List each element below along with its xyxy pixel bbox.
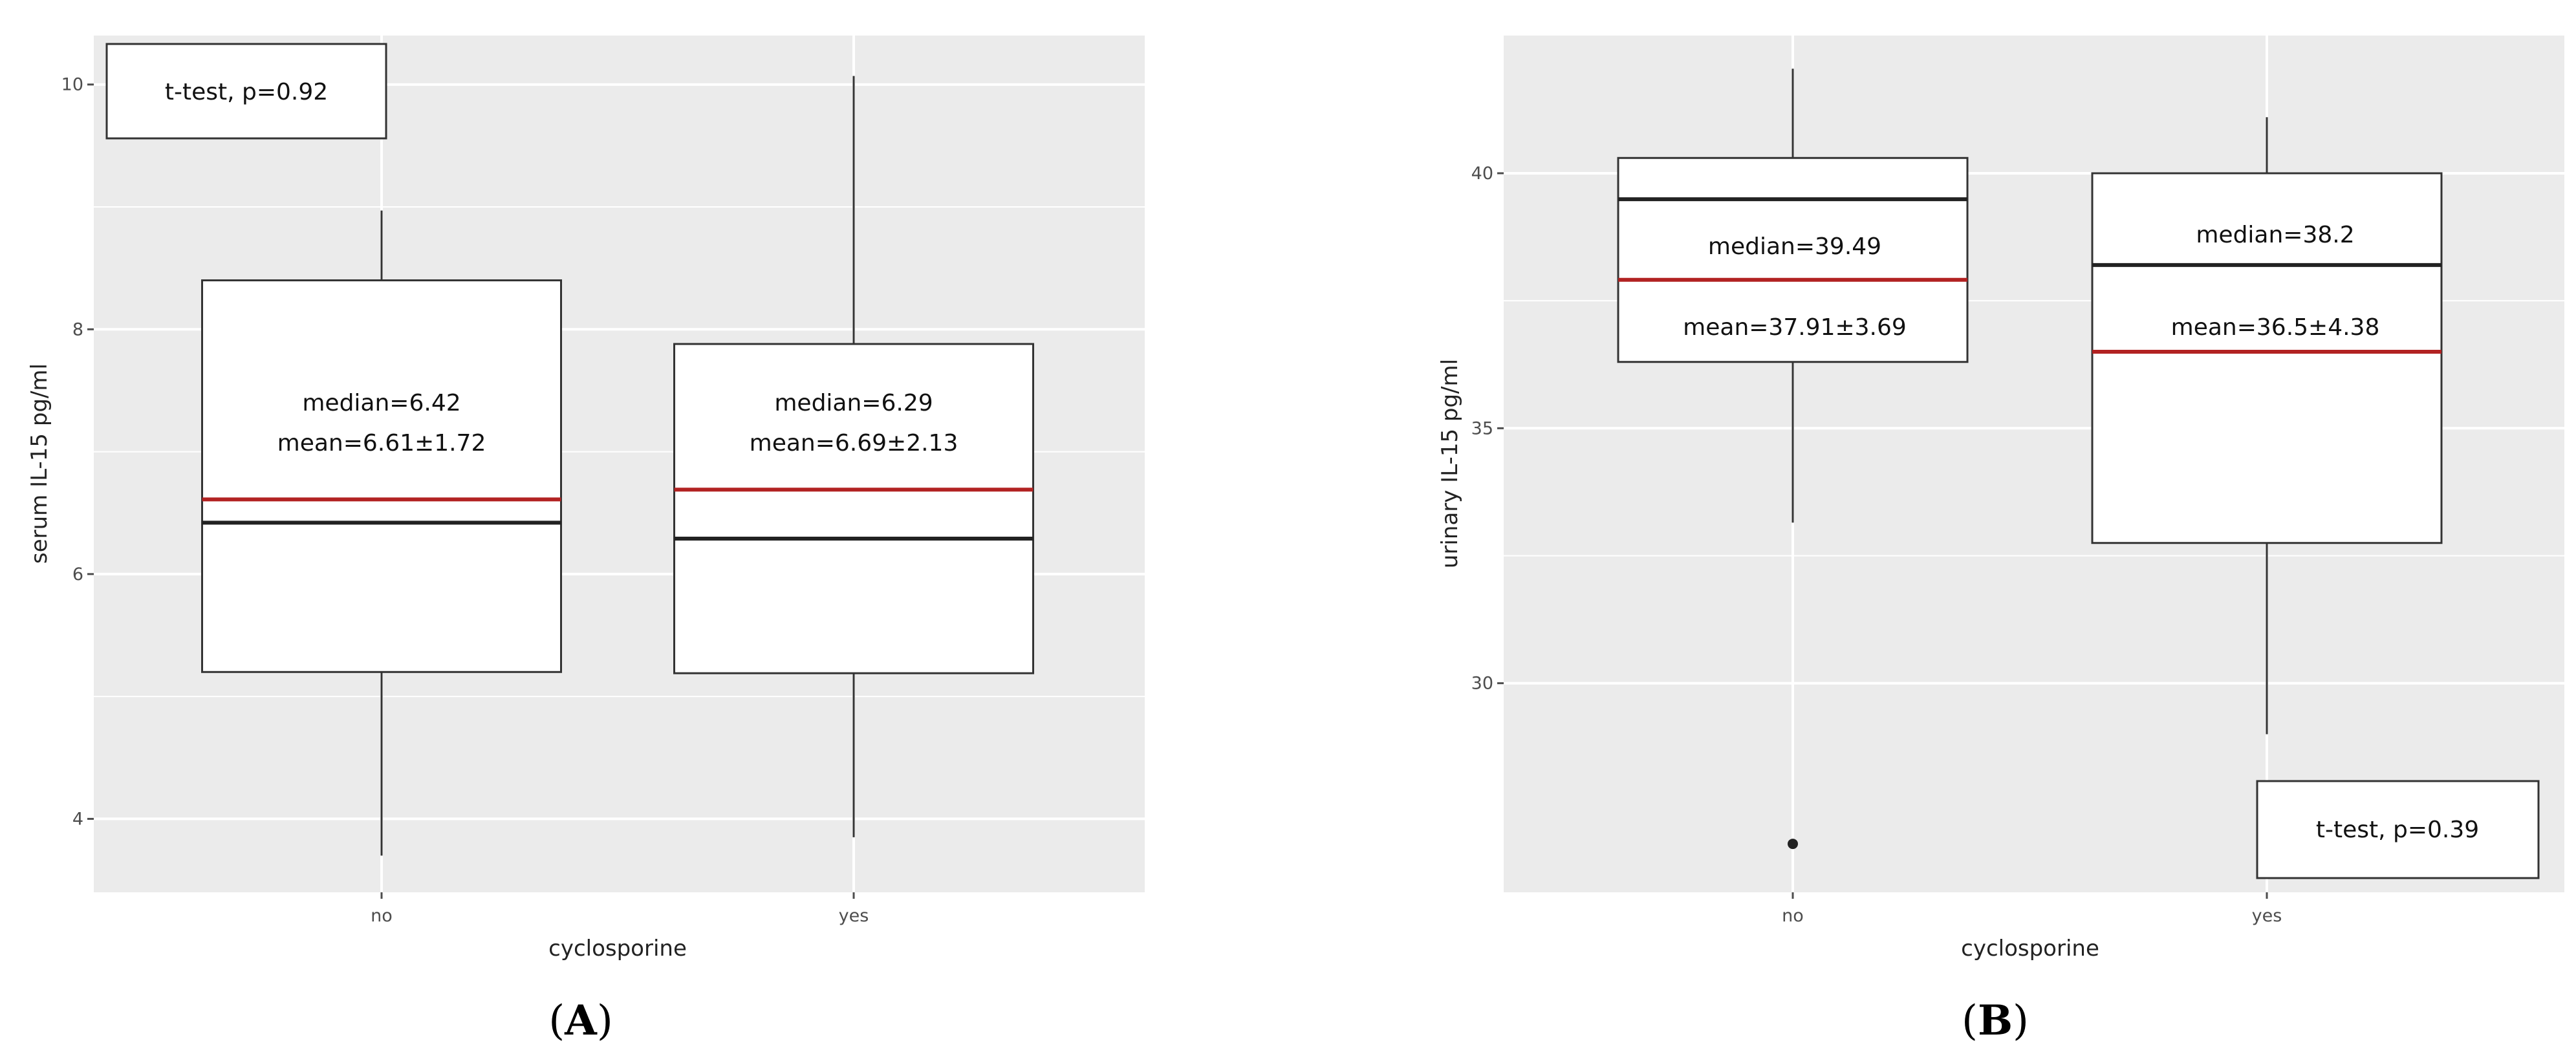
panel-a-label: (A) <box>548 996 613 1045</box>
panel-b-x-ticks: no yes <box>1782 892 2282 926</box>
panel-b-y-tick-label: 35 <box>1471 418 1493 438</box>
panel-a-y-ticks: 4 6 8 10 <box>61 75 94 829</box>
panel-b: 30 35 40 no yes median=39.49 mean=37.91±3.6… <box>1437 36 2564 1045</box>
panel-a-box-yes-median-label: median=6.29 <box>774 390 933 416</box>
panel-a-y-tick-label: 6 <box>72 564 83 585</box>
panel-b-x-tick-label-yes: yes <box>2252 906 2282 926</box>
panel-a-y-axis-title: serum IL-15 pg/ml <box>27 363 52 564</box>
panel-b-y-tick-label: 40 <box>1471 164 1493 184</box>
panel-b-y-axis-title: urinary IL-15 pg/ml <box>1437 359 1463 568</box>
panel-b-y-tick-label: 30 <box>1471 674 1493 694</box>
panel-b-ttest-box <box>2256 780 2540 879</box>
panel-a-x-axis-title: cyclosporine <box>548 936 687 961</box>
panel-a-y-tick-label: 8 <box>72 319 83 339</box>
panel-a-box-no-mean-label: mean=6.61±1.72 <box>277 430 486 456</box>
panel-a-letter: A <box>564 996 598 1045</box>
panel-a: 4 6 8 10 no yes t-test, p=0.92 median=6.42 m… <box>27 36 1145 1045</box>
panel-a-box-yes-mean-label: mean=6.69±2.13 <box>750 430 958 456</box>
panel-a-box-yes-iqr <box>673 343 1034 674</box>
panel-a-boxes <box>201 76 1034 856</box>
panel-b-box-no-iqr <box>1617 156 1969 363</box>
panel-a-ttest-label: t-test, p=0.92 <box>165 79 328 105</box>
panel-b-ttest-label: t-test, p=0.39 <box>2316 817 2479 843</box>
panel-b-y-ticks: 30 35 40 <box>1471 164 1504 694</box>
panel-b-box-yes-iqr <box>2091 172 2443 544</box>
panel-b-box-yes-median-label: median=38.2 <box>2196 222 2354 248</box>
panel-b-label: (B) <box>1962 996 2029 1045</box>
panel-a-box-no-iqr <box>201 279 562 673</box>
panel-b-box-no-median-label: median=39.49 <box>1708 233 1881 260</box>
panel-a-y-tick-label: 10 <box>61 75 83 95</box>
panel-a-y-tick-label: 4 <box>72 809 83 829</box>
panel-b-boxes <box>1617 69 2443 850</box>
panel-a-x-tick-label-no: no <box>371 906 393 926</box>
panel-a-x-ticks: no yes <box>371 892 869 926</box>
panel-b-box-yes-mean-label: mean=36.5±4.38 <box>2171 314 2380 341</box>
panel-a-x-tick-label-yes: yes <box>839 906 869 926</box>
panel-b-box-no-outlier-point <box>1788 839 1798 850</box>
panel-b-x-tick-label-no: no <box>1782 906 1804 926</box>
panel-a-ttest-box <box>105 43 387 140</box>
panel-a-box-no-median-label: median=6.42 <box>302 390 460 416</box>
panel-b-letter: B <box>1978 996 2013 1045</box>
panel-b-x-axis-title: cyclosporine <box>1961 936 2099 961</box>
panel-b-box-no-mean-label: mean=37.91±3.69 <box>1683 314 1907 341</box>
